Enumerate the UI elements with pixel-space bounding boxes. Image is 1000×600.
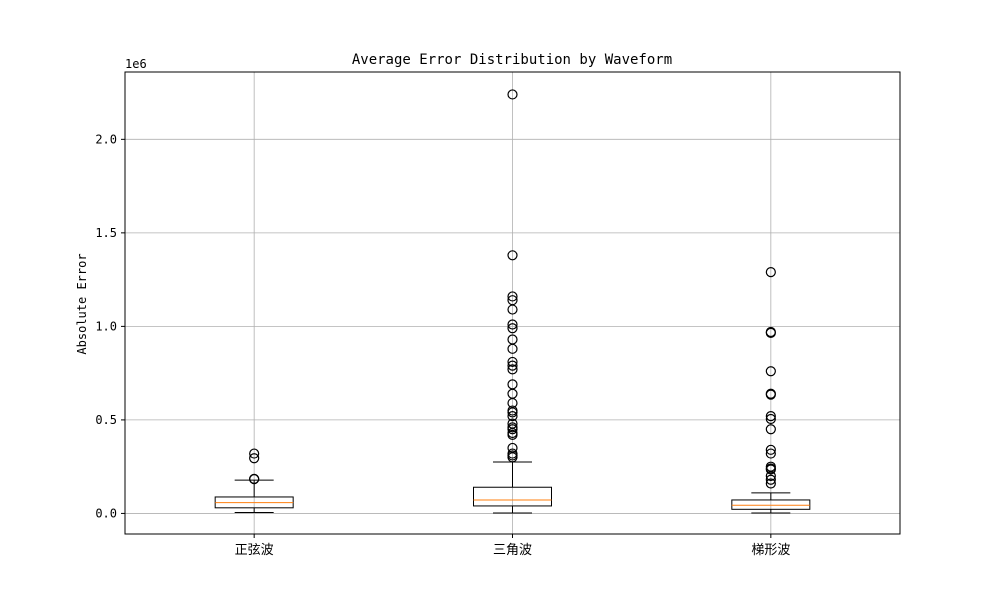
outlier-point xyxy=(507,364,518,375)
outlier-point xyxy=(765,411,776,422)
outlier-point xyxy=(507,429,518,440)
y-tick-label: 0.5 xyxy=(95,413,117,427)
outlier-point xyxy=(765,470,776,482)
iqr-box xyxy=(731,499,811,510)
y-tick-label: 0.0 xyxy=(95,506,117,520)
y-axis-label: Absolute Error xyxy=(75,253,89,354)
outlier-point xyxy=(507,323,518,334)
outlier-point xyxy=(507,407,518,418)
outlier-point xyxy=(765,413,776,425)
outlier-point xyxy=(507,424,518,435)
axes: 0.0 0.5 1.0 1.5 2.0 正弦波 三角波 梯形波 xyxy=(95,132,790,558)
box-group xyxy=(214,448,294,513)
outlier-point xyxy=(249,474,260,485)
box-series xyxy=(214,89,811,514)
x-tick-label: 正弦波 xyxy=(235,542,274,558)
outlier-point xyxy=(765,478,776,489)
outlier-point xyxy=(507,304,518,315)
outlier-point xyxy=(507,319,518,330)
outlier-point xyxy=(765,366,776,377)
y-tick-label: 2.0 xyxy=(95,132,117,146)
outlier-point xyxy=(507,89,518,100)
outlier-point xyxy=(249,453,260,464)
outlier-point xyxy=(765,464,776,475)
outlier-point xyxy=(507,250,518,261)
outlier-point xyxy=(507,411,518,422)
box-group xyxy=(473,89,552,514)
outlier-point xyxy=(507,343,518,354)
y-axis-scale-label: 1e6 xyxy=(125,57,147,71)
outlier-point xyxy=(765,389,776,400)
outlier-point xyxy=(507,360,518,371)
x-tick-label: 三角波 xyxy=(493,543,532,558)
outlier-point xyxy=(507,356,518,368)
outlier-point xyxy=(765,267,776,278)
x-tick-label: 梯形波 xyxy=(751,543,790,558)
outlier-point xyxy=(765,424,776,435)
outlier-point xyxy=(507,291,518,302)
outlier-point xyxy=(765,474,776,485)
outlier-point xyxy=(765,444,776,455)
outlier-point xyxy=(765,448,776,459)
grid-lines xyxy=(125,72,900,534)
iqr-box xyxy=(473,486,552,507)
y-tick-label: 1.0 xyxy=(95,319,117,333)
outlier-point xyxy=(765,327,776,339)
outlier-point xyxy=(249,448,260,459)
outlier-point xyxy=(507,452,518,463)
box-group xyxy=(731,267,811,514)
y-tick-label: 1.5 xyxy=(95,226,117,240)
chart-title: Average Error Distribution by Waveform xyxy=(352,52,672,68)
